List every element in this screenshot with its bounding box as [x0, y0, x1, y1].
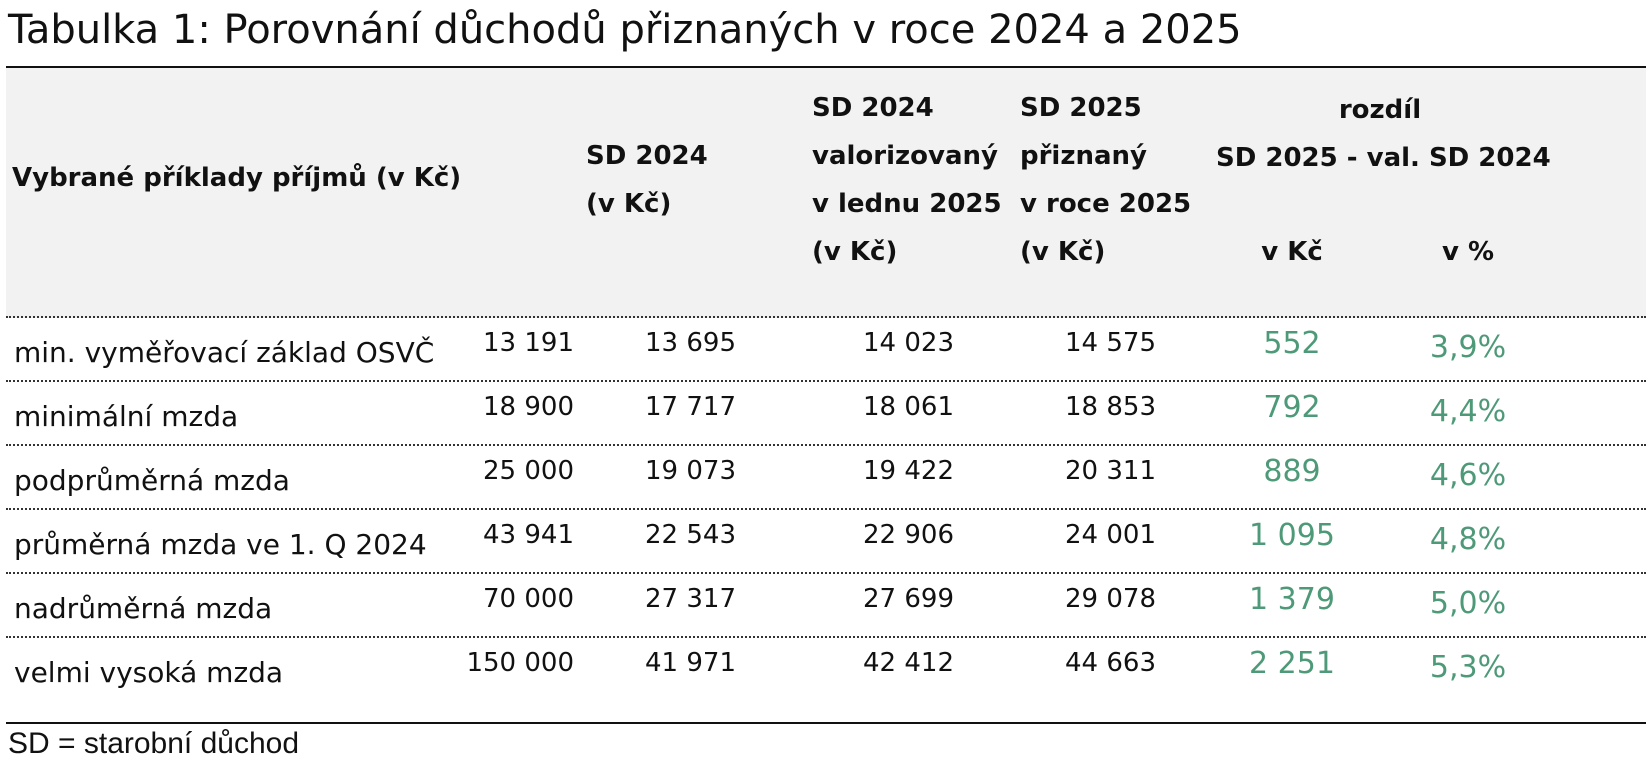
table-title: Tabulka 1: Porovnání důchodů přiznaných …	[8, 7, 1242, 53]
footnote: SD = starobní důchod	[8, 727, 300, 760]
header-sd2025: SD 2025 přiznaný v roce 2025 (v Kč)	[1020, 84, 1191, 276]
header-sd2024-valorized: SD 2024 valorizovaný v lednu 2025 (v Kč)	[812, 84, 1002, 276]
header-sd2024val-line1: SD 2024	[812, 93, 934, 123]
header-diff: rozdíl SD 2025 - val. SD 2024	[1216, 86, 1551, 182]
header-sd2024val-line3: v lednu 2025	[812, 189, 1002, 219]
cell-diff-pct: 5,0%	[1429, 586, 1507, 621]
cell-income: 18 900	[483, 392, 574, 422]
header-diff-sub: SD 2025 - val. SD 2024	[1216, 143, 1551, 173]
cell-sd2025: 20 311	[1065, 456, 1156, 486]
header-sd2025-line1: SD 2025	[1020, 93, 1142, 123]
table-row: velmi vysoká mzda 150 000 41 971 42 412 44 6…	[6, 638, 1646, 700]
cell-sd2024val: 22 906	[863, 520, 954, 550]
cell-sd2025: 24 001	[1065, 520, 1156, 550]
cell-income: 43 941	[483, 520, 574, 550]
cell-sd2025: 44 663	[1065, 648, 1156, 678]
row-label: minimální mzda	[14, 400, 239, 433]
cell-sd2024val: 18 061	[863, 392, 954, 422]
cell-sd2024val: 14 023	[863, 328, 954, 358]
header-sd2025-line4: (v Kč)	[1020, 237, 1106, 267]
cell-diff-kc: 552	[1263, 326, 1321, 361]
cell-sd2024: 41 971	[645, 648, 736, 678]
cell-sd2025: 14 575	[1065, 328, 1156, 358]
header-diff-pct: v %	[1441, 237, 1495, 267]
cell-income: 25 000	[483, 456, 574, 486]
cell-sd2024: 19 073	[645, 456, 736, 486]
header-sd2024val-line2: valorizovaný	[812, 141, 998, 171]
header-diff-top: rozdíl	[1338, 95, 1422, 125]
header-sd2025-line2: přiznaný	[1020, 141, 1147, 171]
cell-diff-pct: 3,9%	[1429, 330, 1507, 365]
row-label: nadrůměrná mzda	[14, 592, 273, 625]
cell-income: 70 000	[483, 584, 574, 614]
cell-sd2024: 17 717	[645, 392, 736, 422]
cell-diff-pct: 5,3%	[1429, 650, 1507, 685]
cell-sd2024val: 42 412	[863, 648, 954, 678]
header-sd2024: SD 2024 (v Kč)	[586, 132, 708, 228]
cell-sd2025: 18 853	[1065, 392, 1156, 422]
header-sd2024-line2: (v Kč)	[586, 189, 672, 219]
header-sd2024-line1: SD 2024	[586, 141, 708, 171]
cell-diff-kc: 1 379	[1249, 582, 1335, 617]
comparison-table: Vybrané příklady příjmů (v Kč) SD 2024 (…	[6, 66, 1646, 724]
row-label: min. vyměřovací základ OSVČ	[14, 336, 435, 369]
cell-diff-pct: 4,6%	[1429, 458, 1507, 493]
table-row: podprůměrná mzda 25 000 19 073 19 422 20 311…	[6, 446, 1646, 510]
row-label: podprůměrná mzda	[14, 464, 290, 497]
cell-sd2024: 22 543	[645, 520, 736, 550]
cell-sd2024: 13 695	[645, 328, 736, 358]
cell-sd2024val: 27 699	[863, 584, 954, 614]
table-row: průměrná mzda ve 1. Q 2024 43 941 22 543 22…	[6, 510, 1646, 574]
row-label: velmi vysoká mzda	[14, 656, 284, 689]
cell-sd2025: 29 078	[1065, 584, 1156, 614]
table-row: min. vyměřovací základ OSVČ 13 191 13 695 1…	[6, 318, 1646, 382]
cell-income: 13 191	[483, 328, 574, 358]
cell-diff-kc: 792	[1263, 390, 1321, 425]
cell-diff-kc: 889	[1263, 454, 1321, 489]
header-sd2025-line3: v roce 2025	[1020, 189, 1192, 219]
header-diff-kc: v Kč	[1261, 237, 1323, 267]
cell-diff-pct: 4,4%	[1429, 394, 1507, 429]
table-row: nadrůměrná mzda 70 000 27 317 27 699 29 078 1…	[6, 574, 1646, 638]
cell-diff-pct: 4,8%	[1429, 522, 1507, 557]
table-header: Vybrané příklady příjmů (v Kč) SD 2024 (…	[6, 68, 1646, 318]
cell-diff-kc: 2 251	[1249, 646, 1335, 681]
header-sd2024val-line4: (v Kč)	[812, 237, 898, 267]
table-row: minimální mzda 18 900 17 717 18 061 18 853 79…	[6, 382, 1646, 446]
header-income: Vybrané příklady příjmů (v Kč)	[12, 163, 462, 193]
row-label: průměrná mzda ve 1. Q 2024	[14, 528, 427, 561]
cell-diff-kc: 1 095	[1249, 518, 1335, 553]
cell-sd2024: 27 317	[645, 584, 736, 614]
cell-income: 150 000	[466, 648, 574, 678]
cell-sd2024val: 19 422	[863, 456, 954, 486]
